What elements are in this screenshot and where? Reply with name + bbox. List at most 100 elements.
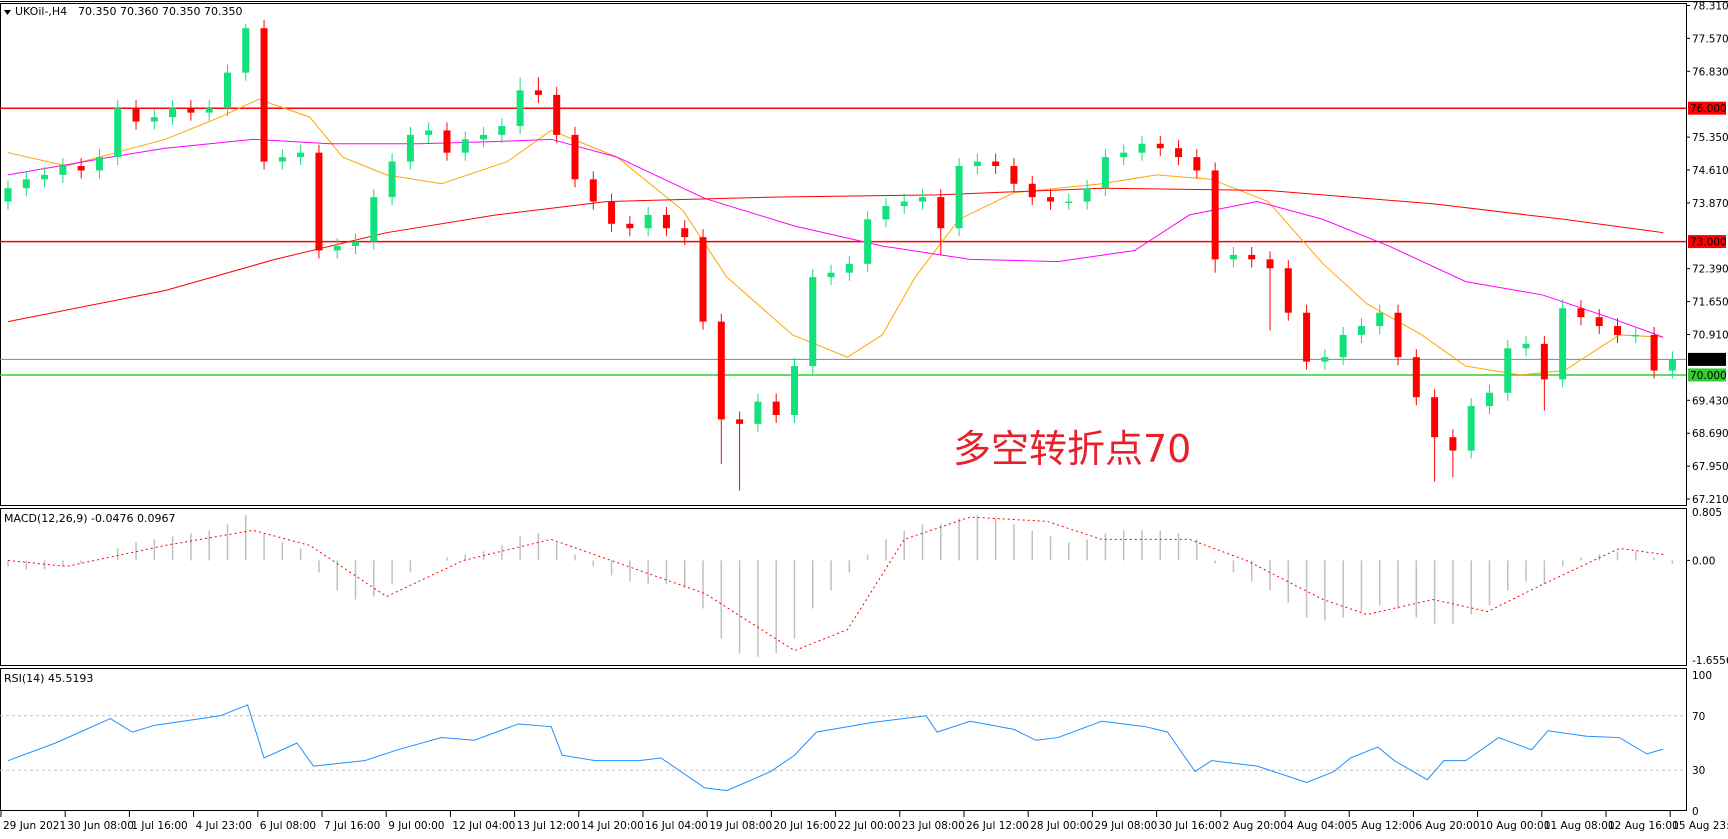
candle-body: [150, 117, 158, 122]
moving-average-line-2: [7, 187, 1664, 323]
candle-body: [772, 401, 780, 415]
candle: [242, 23, 250, 81]
candle-body: [1120, 152, 1128, 158]
time-tick-label: 16 Jul 04:00: [645, 820, 708, 832]
candle-body: [1467, 406, 1475, 451]
candle-body: [882, 206, 890, 220]
rsi-line: [7, 704, 1664, 792]
candle: [406, 126, 414, 170]
candle-body: [114, 108, 122, 158]
candle: [1559, 299, 1567, 388]
candle-body: [827, 272, 835, 278]
time-tick-label: 1 Jul 16:00: [131, 820, 187, 832]
candle-body: [388, 161, 396, 198]
candle-body: [699, 237, 707, 322]
level-label-73.000-bg: [1688, 235, 1726, 249]
candle: [1595, 309, 1603, 335]
time-tick-label: 5 Aug 12:00: [1351, 820, 1415, 832]
candle-body: [608, 201, 616, 224]
candle: [662, 206, 670, 237]
candle-body: [1303, 312, 1311, 362]
candle-body: [717, 321, 725, 420]
candle: [114, 100, 122, 166]
candle-body: [1028, 183, 1036, 198]
time-tick-label: 22 Jul 00:00: [838, 820, 901, 832]
price-pane[interactable]: [0, 20, 1686, 491]
candle: [626, 215, 634, 237]
candle: [1431, 389, 1439, 482]
candle: [1047, 189, 1055, 210]
candle-body: [1175, 148, 1183, 158]
candle-body: [187, 108, 195, 113]
candle-body: [4, 188, 12, 202]
rsi-axis-label: 100: [1692, 670, 1712, 682]
price-tick-label: 72.390: [1692, 264, 1728, 276]
candle-body: [534, 90, 542, 95]
candle-body: [1650, 334, 1658, 371]
candle: [461, 131, 469, 161]
candle-body: [333, 246, 341, 251]
candle-body: [900, 201, 908, 207]
macd-pane[interactable]: [7, 515, 1690, 657]
candle-body: [1595, 317, 1603, 327]
time-tick-label: 4 Jul 23:00: [196, 820, 252, 832]
candle-body: [406, 134, 414, 162]
ohlc-readout: 70.350 70.360 70.350 70.350: [78, 5, 242, 18]
rsi-axis-label: 0: [1692, 806, 1699, 818]
candle: [1339, 326, 1347, 366]
candle-body: [315, 152, 323, 251]
candle: [900, 193, 908, 215]
level-label-70.000-bg: [1688, 368, 1726, 382]
candle: [59, 157, 67, 183]
candle-body: [1577, 308, 1585, 318]
candle: [443, 122, 451, 161]
time-tick-label: 29 Jun 2021: [3, 820, 66, 832]
candle-body: [223, 72, 231, 109]
candle: [1632, 326, 1640, 343]
candle-body: [553, 94, 561, 135]
level-label-70.000: 70.000: [1690, 370, 1727, 382]
price-axis[interactable]: 78.310 77.570 76.830 75.350 74.610 73.870 72.3…: [1686, 1, 1728, 819]
level-label-76.000: 76.000: [1690, 103, 1727, 115]
rsi-pane[interactable]: [0, 704, 1686, 792]
candle-body: [1449, 437, 1457, 451]
candle: [297, 144, 305, 166]
candle: [187, 100, 195, 121]
time-tick-label: 13 Jul 12:00: [517, 820, 580, 832]
candle: [553, 86, 561, 143]
candle: [1467, 398, 1475, 459]
candle: [1357, 318, 1365, 343]
candle-body: [1321, 357, 1329, 362]
pane-frames: [0, 1, 1728, 811]
time-tick-label: 9 Jul 00:00: [388, 820, 444, 832]
candle: [1193, 149, 1201, 179]
candle-body: [95, 157, 103, 171]
macd-label: MACD(12,26,9) -0.0476 0.0967: [4, 512, 175, 525]
candle: [1449, 429, 1457, 478]
price-tick-label: 74.610: [1692, 165, 1728, 177]
candle-body: [973, 161, 981, 166]
price-tick-label: 78.310: [1692, 1, 1728, 13]
candle-body: [480, 134, 488, 140]
rsi-axis-label: 30: [1692, 765, 1705, 777]
time-axis[interactable]: 29 Jun 2021 30 Jun 08:001 Jul 16:00 4 Jul …: [0, 811, 1728, 832]
candle-body: [1485, 392, 1493, 407]
candle: [827, 264, 835, 286]
price-tick-label: 67.210: [1692, 494, 1728, 506]
candle: [22, 171, 30, 197]
candle: [1376, 304, 1384, 335]
candle-body: [1357, 326, 1365, 335]
candle-body: [77, 165, 85, 171]
candle-body: [41, 174, 49, 180]
time-tick-label: 4 Aug 04:00: [1287, 820, 1351, 832]
candle: [4, 180, 12, 210]
candle-body: [919, 197, 926, 202]
candle-body: [297, 152, 305, 158]
candle: [1650, 326, 1658, 379]
time-tick-label: 23 Jul 08:00: [902, 820, 965, 832]
triangle-down-icon[interactable]: [4, 10, 11, 15]
candle: [1614, 318, 1622, 343]
candle-body: [425, 130, 433, 135]
candle: [992, 153, 1000, 175]
